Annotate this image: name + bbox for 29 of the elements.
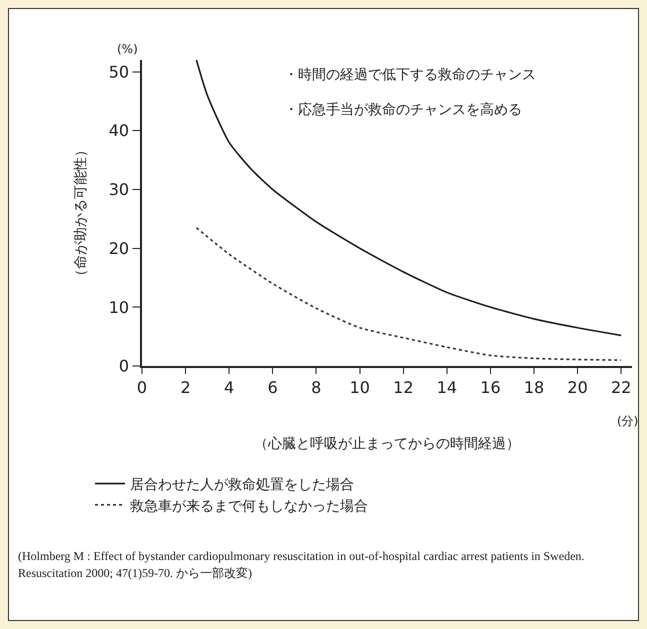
x-tick-label: 20 — [567, 378, 588, 397]
legend-label: 居合わせた人が救命処置をした場合 — [130, 477, 354, 494]
x-tick-label: 22 — [610, 378, 632, 397]
x-axis-title: （心臓と呼吸が止まってからの時間経過） — [254, 436, 520, 452]
x-tick-label: 8 — [311, 378, 322, 397]
x-tick-label: 6 — [268, 378, 278, 397]
y-axis-title: （命が助かる可能性） — [72, 143, 89, 283]
text: (Holmberg M : Effect of bystander cardiopulmonary resuscitation in out-of-hospital cardiac arrest patients in Sweden. Resuscitation 2000; 47(1)59-70. から一部改変) — [18, 548, 586, 582]
x-tick-label: 16 — [480, 378, 501, 397]
x-tick-label: 18 — [524, 378, 544, 397]
x-tick-label: 12 — [393, 378, 414, 397]
x-tick-label: 4 — [224, 378, 234, 397]
x-tick-label: 10 — [350, 378, 370, 397]
y-tick-label: 10 — [108, 298, 130, 317]
y-tick-label: 40 — [108, 121, 130, 140]
x-tick-label: 0 — [136, 378, 148, 397]
y-tick-label: 50 — [108, 62, 130, 82]
x-tick-label: 14 — [436, 378, 458, 397]
annotation: ・応急手当が救命のチャンスを高める — [284, 102, 522, 118]
annotation: ・時間の経過で低下する救命のチャンス — [284, 67, 536, 83]
y-tick-label: 20 — [108, 238, 130, 258]
text: (分) — [617, 414, 638, 428]
x-tick-label: 2 — [180, 378, 191, 397]
legend-label: 救急車が来るまで何もしなかった場合 — [129, 498, 368, 514]
text: (%) — [117, 42, 138, 56]
y-tick-label: 30 — [108, 180, 130, 200]
line-series — [196, 226, 622, 361]
y-tick-label: 0 — [118, 356, 130, 376]
line-series — [196, 60, 622, 336]
